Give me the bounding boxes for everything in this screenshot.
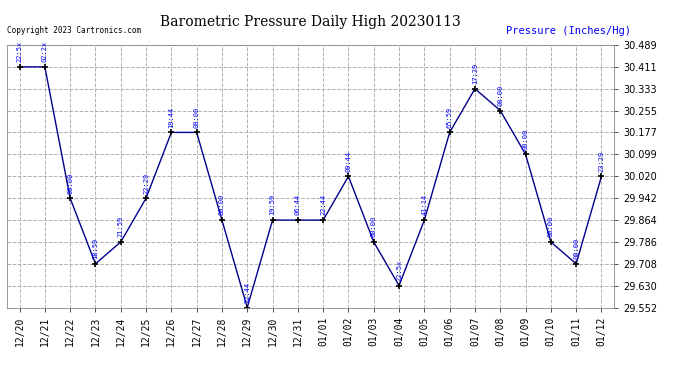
Text: 22:29: 22:29 (143, 172, 149, 194)
Text: Pressure (Inches/Hg): Pressure (Inches/Hg) (506, 26, 631, 36)
Text: 19:44: 19:44 (168, 106, 175, 128)
Text: 00:00: 00:00 (548, 216, 554, 237)
Text: 09:44: 09:44 (346, 150, 351, 172)
Text: 00:00: 00:00 (371, 216, 377, 237)
Text: 17:29: 17:29 (472, 63, 478, 84)
Text: 00:00: 00:00 (522, 128, 529, 150)
Text: 00:00: 00:00 (573, 238, 579, 259)
Text: Barometric Pressure Daily High 20230113: Barometric Pressure Daily High 20230113 (160, 15, 461, 29)
Text: 22:5x: 22:5x (17, 41, 23, 62)
Text: 22:44: 22:44 (244, 282, 250, 303)
Text: 00:00: 00:00 (497, 85, 503, 106)
Text: 06:44: 06:44 (295, 194, 301, 215)
Text: 00:00: 00:00 (219, 194, 225, 215)
Text: 18:59: 18:59 (92, 238, 99, 259)
Text: 00:00: 00:00 (67, 172, 73, 194)
Text: 02:2x: 02:2x (42, 41, 48, 62)
Text: 41:14: 41:14 (422, 194, 427, 215)
Text: 23:29: 23:29 (598, 150, 604, 172)
Text: 21:59: 21:59 (118, 216, 124, 237)
Text: 22:5x: 22:5x (396, 260, 402, 281)
Text: 22:44: 22:44 (320, 194, 326, 215)
Text: 00:00: 00:00 (194, 106, 199, 128)
Text: Copyright 2023 Cartronics.com: Copyright 2023 Cartronics.com (7, 26, 141, 35)
Text: 65:59: 65:59 (446, 106, 453, 128)
Text: 19:59: 19:59 (270, 194, 275, 215)
